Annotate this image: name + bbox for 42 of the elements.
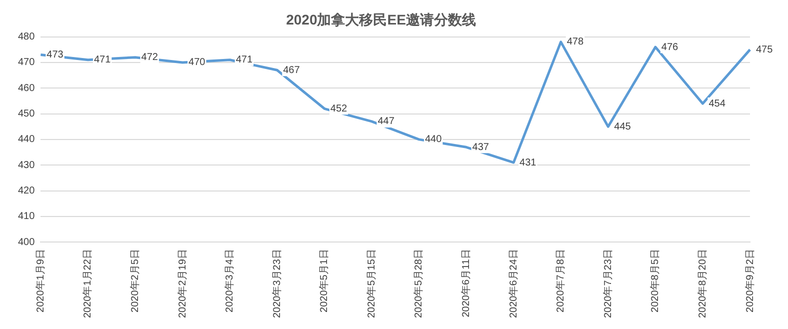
data-label: 471 xyxy=(236,54,253,66)
data-label: 478 xyxy=(566,36,584,48)
x-tick-label: 2020年8月5日 xyxy=(649,249,662,312)
x-tick-label: 2020年6月11日 xyxy=(460,249,472,318)
x-tick-label: 2020年8月20日 xyxy=(696,249,708,318)
chart-title: 2020加拿大移民EE邀请分数线 xyxy=(286,11,476,28)
y-tick-label: 460 xyxy=(18,82,36,94)
data-label: 440 xyxy=(424,134,442,146)
x-tick-label: 2020年3月23日 xyxy=(270,249,283,318)
data-label: 475 xyxy=(756,44,774,56)
y-tick-label: 410 xyxy=(18,211,36,222)
data-label: 467 xyxy=(283,64,300,76)
x-tick-label: 2020年6月24日 xyxy=(507,249,520,318)
x-tick-label: 2020年9月2日 xyxy=(744,249,756,312)
data-label: 476 xyxy=(661,42,679,53)
data-label: 472 xyxy=(141,52,158,64)
x-tick-label: 2020年7月23日 xyxy=(602,249,614,318)
y-tick-label: 420 xyxy=(18,186,36,196)
x-tick-label: 2020年5月28日 xyxy=(412,249,425,318)
x-tick-label: 2020年5月15日 xyxy=(365,249,378,318)
data-label: 471 xyxy=(94,54,112,66)
data-label: 470 xyxy=(188,57,206,68)
y-tick-label: 440 xyxy=(18,134,36,146)
data-label: 431 xyxy=(520,157,537,168)
x-tick-label: 2020年3月4日 xyxy=(224,249,236,312)
data-label: 447 xyxy=(378,116,395,128)
y-tick-label: 400 xyxy=(18,236,36,248)
y-tick-label: 470 xyxy=(18,57,36,68)
data-label: 437 xyxy=(472,142,490,153)
x-tick-label: 2020年1月9日 xyxy=(34,249,46,312)
y-tick-label: 480 xyxy=(18,32,36,43)
y-tick-label: 430 xyxy=(18,160,36,171)
y-tick-label: 450 xyxy=(18,108,36,120)
x-tick-label: 2020年5月1日 xyxy=(318,249,330,312)
x-tick-label: 2020年1月22日 xyxy=(82,249,94,318)
x-tick-label: 2020年7月8日 xyxy=(554,249,567,312)
x-tick-label: 2020年2月19日 xyxy=(176,249,188,318)
data-label: 454 xyxy=(708,98,726,110)
data-label: 445 xyxy=(614,121,632,132)
x-tick-label: 2020年2月5日 xyxy=(129,249,142,312)
data-label: 473 xyxy=(46,50,64,61)
data-label: 452 xyxy=(330,103,348,114)
